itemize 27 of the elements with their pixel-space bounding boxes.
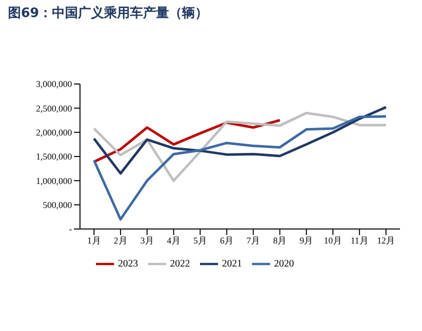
y-tick-label: 2,000,000 — [36, 128, 72, 138]
line-series — [92, 106, 388, 175]
x-tick-label: 6月 — [220, 235, 234, 246]
chart-title: 图69：中国广义乘用车产量（辆） — [8, 4, 208, 22]
x-tick-label: 3月 — [140, 235, 154, 246]
x-tick-label: 5月 — [193, 235, 207, 246]
legend-label: 2021 — [222, 258, 242, 270]
legend-label: 2022 — [170, 258, 190, 270]
y-tick-label: 3,000,000 — [36, 79, 72, 90]
y-tick-label: 2,500,000 — [36, 103, 72, 114]
line-series — [92, 115, 388, 221]
y-tick-label: 1,500,000 — [36, 152, 72, 162]
x-tick-label: 9月 — [300, 235, 314, 246]
x-tick-label: 8月 — [273, 235, 287, 246]
x-tick-label: 7月 — [246, 235, 260, 246]
y-tick-label: 1,000,000 — [36, 176, 72, 186]
line-series — [92, 112, 388, 182]
x-tick-label: 2月 — [114, 235, 128, 246]
x-tick-label: 4月 — [166, 235, 180, 246]
y-tick-label: 500,000 — [42, 200, 72, 210]
y-tick-label: - — [69, 224, 72, 234]
x-tick-label: 1月 — [87, 235, 101, 246]
x-tick-label: 10月 — [324, 235, 342, 246]
legend-label: 2023 — [118, 258, 138, 270]
x-tick-label: 12月 — [377, 235, 395, 246]
x-tick-label: 11月 — [350, 235, 368, 246]
legend-label: 2020 — [274, 258, 294, 270]
